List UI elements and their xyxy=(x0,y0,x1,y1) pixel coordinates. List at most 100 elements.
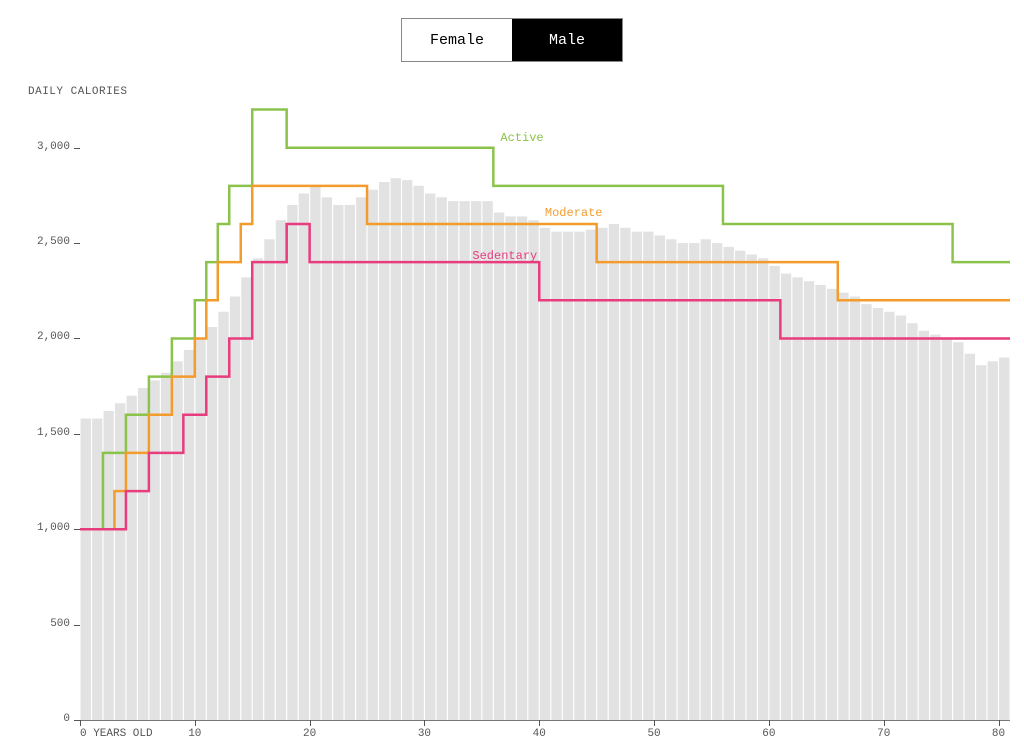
histogram-bar xyxy=(792,277,802,720)
x-tick-label: 0 YEARS OLD xyxy=(80,728,153,740)
y-tick-label: 1,000 xyxy=(20,522,70,534)
histogram-bar xyxy=(127,396,137,720)
histogram-bar xyxy=(115,403,125,720)
histogram-bar xyxy=(505,216,515,720)
histogram-bar xyxy=(195,338,205,720)
histogram-bar xyxy=(437,197,447,720)
histogram-bar xyxy=(953,342,963,720)
y-tick-label: 2,000 xyxy=(20,331,70,343)
x-tick-label: 80 xyxy=(992,728,1005,740)
histogram-bar xyxy=(930,335,940,720)
histogram-bar xyxy=(643,232,653,720)
tab-female[interactable]: Female xyxy=(402,19,512,61)
x-tick-label: 50 xyxy=(647,728,660,740)
histogram-bar xyxy=(287,205,297,720)
histogram-bar xyxy=(241,277,251,720)
y-tick-label: 2,500 xyxy=(20,236,70,248)
x-tick-mark xyxy=(80,720,81,726)
histogram-bar xyxy=(551,232,561,720)
x-tick-mark xyxy=(884,720,885,726)
histogram-bar xyxy=(632,232,642,720)
x-tick-mark xyxy=(195,720,196,726)
histogram-bar xyxy=(459,201,469,720)
histogram-bar xyxy=(666,239,676,720)
histogram-bar xyxy=(230,296,240,720)
y-tick-label: 0 xyxy=(20,713,70,725)
histogram-bar xyxy=(919,331,929,720)
histogram-bar xyxy=(322,197,332,720)
histogram-bar xyxy=(976,365,986,720)
histogram-bar xyxy=(310,186,320,720)
histogram-bar xyxy=(482,201,492,720)
histogram-bar xyxy=(781,274,791,720)
histogram-bar xyxy=(712,243,722,720)
histogram-bar xyxy=(253,258,263,720)
histogram-bar xyxy=(207,327,217,720)
histogram-bar xyxy=(586,230,596,720)
histogram-bar xyxy=(563,232,573,720)
histogram-bar xyxy=(609,224,619,720)
histogram-bar xyxy=(528,220,538,720)
chart-container: Female Male DAILY CALORIES 0 500 1,000 1,50… xyxy=(0,0,1024,755)
histogram-bar xyxy=(769,266,779,720)
histogram-bar xyxy=(896,316,906,720)
histogram-bar xyxy=(873,308,883,720)
y-tick-label: 3,000 xyxy=(20,141,70,153)
histogram-bar xyxy=(368,190,378,720)
y-tick-label: 500 xyxy=(20,618,70,630)
histogram-bar xyxy=(724,247,734,720)
histogram-bar xyxy=(988,361,998,720)
tab-male[interactable]: Male xyxy=(512,19,622,61)
x-tick-mark xyxy=(424,720,425,726)
y-tick-label: 1,500 xyxy=(20,427,70,439)
x-tick-label: 70 xyxy=(877,728,890,740)
histogram-bar xyxy=(965,354,975,720)
histogram-bar xyxy=(747,255,757,720)
histogram-bar xyxy=(827,289,837,720)
histogram-bar xyxy=(92,419,102,720)
x-tick-mark xyxy=(769,720,770,726)
y-axis-title: DAILY CALORIES xyxy=(28,86,127,98)
histogram-bar xyxy=(276,220,286,720)
histogram-bar xyxy=(884,312,894,720)
histogram-bar xyxy=(804,281,814,720)
histogram-bar xyxy=(574,232,584,720)
histogram-bar xyxy=(620,228,630,720)
histogram-bar xyxy=(689,243,699,720)
x-axis-line xyxy=(80,720,1010,721)
x-tick-label: 30 xyxy=(418,728,431,740)
histogram-bar xyxy=(678,243,688,720)
histogram-bar xyxy=(149,380,159,720)
x-tick-label: 40 xyxy=(533,728,546,740)
histogram-bar xyxy=(758,258,768,720)
histogram-bar xyxy=(184,350,194,720)
x-tick-mark xyxy=(539,720,540,726)
histogram-bar xyxy=(425,193,435,720)
histogram-bar xyxy=(701,239,711,720)
x-tick-label: 10 xyxy=(188,728,201,740)
plot-area xyxy=(80,100,1010,720)
histogram xyxy=(81,178,1010,720)
histogram-bar xyxy=(471,201,481,720)
histogram-bar xyxy=(815,285,825,720)
histogram-bar xyxy=(138,388,148,720)
histogram-bar xyxy=(299,193,309,720)
histogram-bar xyxy=(104,411,114,720)
x-tick-mark xyxy=(654,720,655,726)
gender-tabs: Female Male xyxy=(401,18,623,62)
histogram-bar xyxy=(264,239,274,720)
histogram-bar xyxy=(494,213,504,720)
histogram-bar xyxy=(345,205,355,720)
histogram-bar xyxy=(942,338,952,720)
histogram-bar xyxy=(850,296,860,720)
histogram-bar xyxy=(517,216,527,720)
histogram-bar xyxy=(391,178,401,720)
histogram-bar xyxy=(333,205,343,720)
x-tick-mark xyxy=(999,720,1000,726)
x-tick-label: 60 xyxy=(762,728,775,740)
histogram-bar xyxy=(999,358,1009,720)
histogram-bar xyxy=(597,228,607,720)
histogram-bar xyxy=(861,304,871,720)
histogram-bar xyxy=(172,361,182,720)
histogram-bar xyxy=(655,235,665,720)
